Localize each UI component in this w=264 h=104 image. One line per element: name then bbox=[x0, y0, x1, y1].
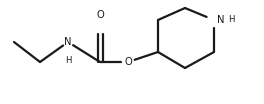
Text: N: N bbox=[217, 15, 224, 25]
Text: O: O bbox=[124, 57, 132, 67]
Text: O: O bbox=[96, 10, 104, 20]
Text: H: H bbox=[65, 56, 71, 65]
Text: H: H bbox=[228, 15, 234, 25]
Text: N: N bbox=[64, 37, 72, 47]
